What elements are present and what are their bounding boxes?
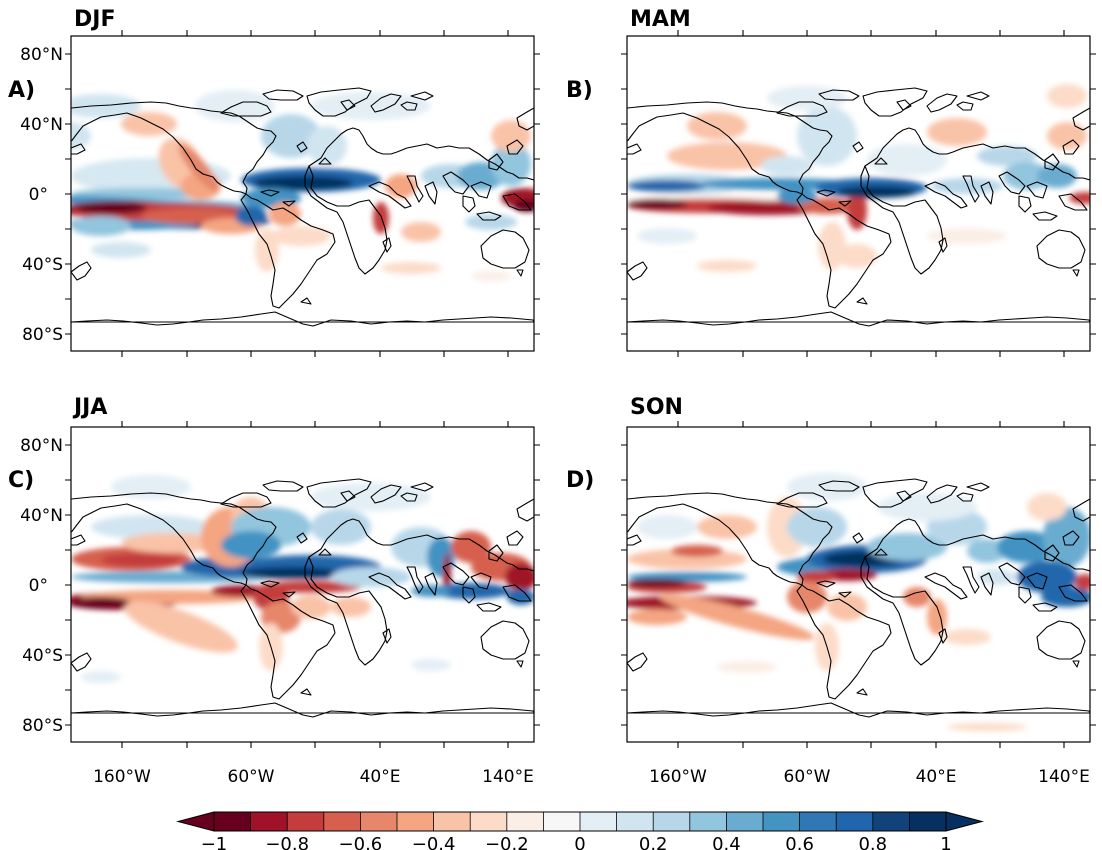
colorbar-tick-label: −0.4 xyxy=(412,834,456,850)
colorbar-tick-label: −1 xyxy=(201,834,228,850)
panel-b-season-title: MAM xyxy=(630,7,691,32)
colorbar-bin xyxy=(250,812,288,831)
y-tick-label: 40°N xyxy=(20,115,63,135)
x-tick-label: 140°E xyxy=(482,767,534,787)
y-tick-label: 40°S xyxy=(22,255,63,275)
panel-a-season-title: DJF xyxy=(74,7,115,32)
panel-c: JJA C) xyxy=(8,395,540,787)
colorbar-bin xyxy=(653,812,691,831)
colorbar-tick-label: 1 xyxy=(940,834,951,850)
colorbar-tick-label: 0.8 xyxy=(858,834,887,850)
colorbar: −1 −0.8 −0.6 −0.4 −0.2 0 0.2 0.4 0.6 0.8 1 xyxy=(176,811,984,850)
y-tick-label: 80°N xyxy=(20,45,63,65)
y-tick-label: 80°N xyxy=(20,436,63,456)
colorbar-tick-label: −0.2 xyxy=(485,834,529,850)
colorbar-bin xyxy=(909,812,947,831)
panel-a-ticks xyxy=(65,30,540,357)
colorbar-tick-label: −0.6 xyxy=(339,834,383,850)
colorbar-bin xyxy=(214,812,251,831)
panel-c-label: C) xyxy=(8,468,34,493)
colorbar-bin xyxy=(543,812,581,831)
x-tick-label: 160°W xyxy=(93,767,151,787)
y-tick-label: 80°S xyxy=(22,325,63,345)
x-tick-label: 40°E xyxy=(916,767,957,787)
panel-a-label: A) xyxy=(8,78,35,103)
panel-a: DJF A) xyxy=(8,7,540,357)
panel-a-anomaly-field xyxy=(71,87,534,327)
colorbar-tick-label: 0 xyxy=(574,834,585,850)
colorbar-bin xyxy=(397,812,434,831)
x-tick-label: 160°W xyxy=(649,767,707,787)
x-tick-label: 140°E xyxy=(1038,767,1090,787)
colorbar-bin xyxy=(470,812,508,831)
y-tick-label: 0° xyxy=(29,185,48,205)
panel-b-ticks xyxy=(621,30,1096,357)
panel-d: SON D) xyxy=(566,395,1096,787)
colorbar-bin xyxy=(689,812,727,831)
colorbar-bin xyxy=(726,812,764,831)
colorbar-bin xyxy=(360,812,398,831)
panel-d-ticks xyxy=(621,421,1096,748)
panel-b-anomaly-field xyxy=(627,84,1090,327)
panel-d-season-title: SON xyxy=(630,395,683,420)
panel-a-y-tick-labels: 80°N 40°N 0° 40°S 80°S xyxy=(20,45,63,345)
panel-c-season-title: JJA xyxy=(72,395,107,420)
colorbar-bin xyxy=(433,812,471,831)
colorbar-bin xyxy=(506,812,544,831)
colorbar-extend-low xyxy=(176,811,215,832)
colorbar-bin xyxy=(836,812,874,831)
colorbar-bin xyxy=(287,812,325,831)
y-tick-label: 40°S xyxy=(22,646,63,666)
x-tick-label: 40°E xyxy=(360,767,401,787)
panel-d-label: D) xyxy=(566,468,594,493)
panel-c-ticks xyxy=(65,421,540,748)
colorbar-tick-label: 0.6 xyxy=(785,834,814,850)
colorbar-bin xyxy=(580,812,617,831)
colorbar-bin xyxy=(799,812,837,831)
panel-d-x-tick-labels: 160°W 60°W 40°E 140°E xyxy=(649,767,1090,787)
panel-d-anomaly-field xyxy=(627,473,1090,731)
colorbar-tick-label: −0.8 xyxy=(265,834,309,850)
colorbar-bin xyxy=(323,812,361,831)
panel-b: MAM B) xyxy=(566,7,1096,357)
x-tick-label: 60°W xyxy=(784,767,831,787)
panel-c-anomaly-field xyxy=(71,475,534,718)
y-tick-label: 0° xyxy=(29,576,48,596)
colorbar-bin xyxy=(616,812,654,831)
colorbar-tick-label: 0.4 xyxy=(712,834,741,850)
panel-b-label: B) xyxy=(566,78,593,103)
colorbar-bin xyxy=(763,812,800,831)
y-tick-label: 80°S xyxy=(22,716,63,736)
colorbar-bin xyxy=(872,812,910,831)
colorbar-outline xyxy=(213,811,947,832)
colorbar-extend-high xyxy=(945,811,984,832)
y-tick-label: 40°N xyxy=(20,506,63,526)
panel-c-y-tick-labels: 80°N 40°N 0° 40°S 80°S xyxy=(20,436,63,736)
x-tick-label: 60°W xyxy=(228,767,275,787)
panel-c-x-tick-labels: 160°W 60°W 40°E 140°E xyxy=(93,767,534,787)
colorbar-tick-label: 0.2 xyxy=(639,834,668,850)
